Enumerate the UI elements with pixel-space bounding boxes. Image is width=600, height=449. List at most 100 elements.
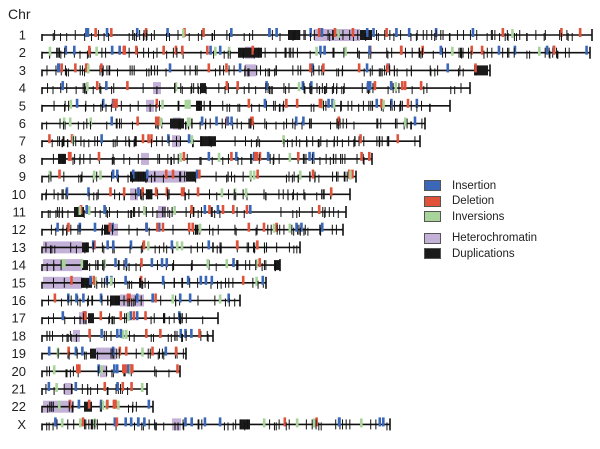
chr-4-variant-tick (423, 86, 425, 95)
chr-7-duplication-tick (414, 136, 416, 147)
chr-14-inversion-mark (60, 259, 64, 269)
chr-13-variant-tick (51, 245, 53, 254)
chr-4-duplication-tick (142, 83, 144, 94)
chr-2-insertion-mark (323, 45, 326, 55)
chr-9-variant-tick (48, 174, 50, 183)
chr-11-duplication-tick (138, 207, 140, 217)
chr-x-duplication-tick (198, 419, 200, 430)
chr-1-variant-tick (393, 33, 395, 41)
chr-2-duplication-tick (105, 47, 107, 58)
chr-4-insertion-mark (366, 81, 370, 91)
chr-x-variant-tick (46, 422, 48, 431)
chr-x-variant-tick (223, 422, 225, 431)
chr-2-variant-tick (549, 50, 551, 59)
chr-16-variant-tick (127, 298, 129, 307)
chr-6-insertion-mark (294, 116, 298, 126)
chr-3-duplication-tick (79, 65, 81, 76)
chr-3-duplication-tick (102, 65, 104, 76)
chr-x-variant-tick (183, 422, 185, 431)
chr-3-variant-tick (148, 68, 150, 77)
chr-20-duplication-tick (154, 366, 156, 377)
chr-12-variant-tick (55, 227, 57, 236)
chr-6-inversion-mark (62, 117, 66, 127)
chr-15-duplication-tick (225, 277, 227, 288)
chr-14-inversion-mark (255, 259, 258, 269)
chr-x-duplication-tick (342, 419, 344, 430)
chr-20-insertion-mark (126, 364, 130, 374)
chr-12-variant-tick (307, 227, 309, 236)
chr-9-variant-tick (131, 174, 133, 183)
chr-5-duplication-tick (196, 100, 198, 111)
chr-12-insertion-mark (157, 222, 161, 232)
chr-4-duplication-tick (426, 83, 428, 94)
chr-4-duplication-block (200, 83, 206, 94)
chr-17-duplication-block (88, 313, 94, 324)
chr-1-duplication-tick (143, 30, 145, 40)
chr-3-variant-tick (369, 68, 371, 77)
chr-13-deletion-mark (142, 240, 146, 250)
chr-11-duplication-tick (58, 207, 60, 217)
chr-13-deletion-mark (236, 240, 239, 250)
legend-swatch (424, 248, 441, 260)
chr-16-insertion-mark (135, 293, 139, 303)
chr-1-variant-tick (571, 33, 573, 41)
chr-17-variant-tick (79, 316, 81, 325)
chr-10-duplication-tick (61, 189, 63, 200)
chr-15-insertion-mark (124, 275, 127, 285)
chr-1-variant-tick (415, 33, 417, 41)
chr-18-variant-tick (67, 333, 69, 342)
chr-1-duplication-tick (327, 30, 329, 40)
chr-13-duplication-tick (220, 242, 222, 253)
chr-2-duplication-tick (332, 47, 334, 58)
chr-8-variant-tick (79, 156, 81, 165)
chr-5-inversion-mark (69, 99, 73, 109)
chr-8-variant-tick (329, 156, 331, 165)
chr-1-duplication-tick (252, 30, 254, 40)
chr-4-variant-tick (181, 86, 183, 95)
chr-3-duplication-tick (233, 65, 235, 76)
chr-3-duplication-tick (108, 65, 110, 76)
chr-x-variant-tick (48, 422, 50, 431)
chr-6-duplication-tick (236, 118, 238, 129)
chr-21-deletion-mark (103, 382, 107, 391)
chr-18-duplication-tick (49, 330, 51, 341)
chr-16-duplication-tick (87, 295, 89, 306)
chr-11-variant-tick (219, 210, 221, 218)
chr-6-variant-tick (294, 121, 296, 130)
chr-22-duplication-tick (72, 401, 74, 412)
chr-16-deletion-mark (128, 293, 131, 303)
chr-10-duplication-tick (151, 189, 153, 200)
chr-2-duplication-tick (128, 47, 130, 58)
chr-9-variant-tick (162, 174, 164, 183)
chr-6-variant-tick (83, 121, 85, 130)
chr-21-insertion-mark (74, 382, 78, 391)
chr-11-inversion-mark (142, 206, 146, 215)
chr-7-duplication-tick (125, 136, 127, 147)
chr-17-duplication-tick (125, 313, 127, 324)
chr-x-variant-tick (273, 422, 275, 431)
chr-11-duplication-tick (211, 207, 213, 217)
chr-7-duplication-tick (161, 136, 163, 147)
chr-1-duplication-tick (491, 30, 493, 40)
chr-1-duplication-tick (153, 30, 155, 40)
chr-2-variant-tick (213, 50, 215, 59)
chr-15-duplication-tick (140, 277, 142, 288)
chr-2-duplication-tick (275, 47, 277, 58)
chr-9-variant-tick (226, 174, 228, 183)
chr-7-duplication-tick (134, 136, 136, 147)
chr-3-duplication-tick (150, 65, 152, 76)
chr-1-insertion-mark (268, 28, 271, 37)
chr-8-duplication-tick (74, 153, 76, 164)
chr-1-insertion-mark (166, 28, 169, 37)
chr-4-duplication-tick (398, 83, 400, 94)
chr-2-inversion-mark (48, 46, 52, 56)
chr-x-insertion-mark (378, 417, 382, 427)
chr-6-duplication-tick (59, 118, 61, 129)
chr-19-insertion-mark (81, 346, 84, 356)
chr-1-variant-tick (150, 33, 152, 41)
chr-13-insertion-mark (106, 240, 109, 250)
chr-1-duplication-tick (342, 30, 344, 40)
chr-x-insertion-mark (338, 417, 341, 427)
chr-14-duplication-tick (191, 260, 193, 271)
chr-6-deletion-mark (337, 116, 341, 126)
